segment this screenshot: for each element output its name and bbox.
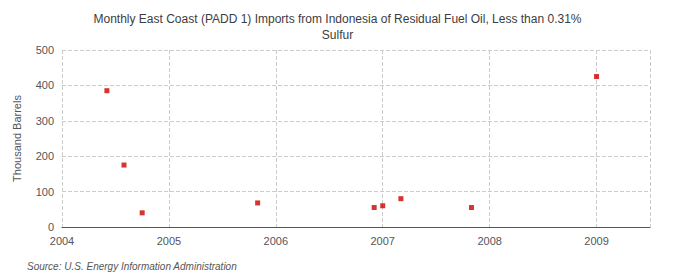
svg-text:2007: 2007 — [370, 235, 394, 247]
svg-text:400: 400 — [36, 79, 54, 91]
svg-text:Monthly East Coast (PADD 1) Im: Monthly East Coast (PADD 1) Imports from… — [94, 12, 582, 26]
svg-text:0: 0 — [48, 221, 54, 233]
svg-text:Thousand Barrels: Thousand Barrels — [11, 95, 23, 182]
svg-text:300: 300 — [36, 115, 54, 127]
svg-text:Sulfur: Sulfur — [322, 28, 353, 42]
svg-text:Source: U.S. Energy Informatio: Source: U.S. Energy Information Administ… — [27, 261, 237, 272]
svg-text:500: 500 — [36, 44, 54, 56]
svg-text:100: 100 — [36, 186, 54, 198]
svg-text:2004: 2004 — [50, 235, 74, 247]
svg-text:2005: 2005 — [157, 235, 181, 247]
svg-text:2008: 2008 — [477, 235, 501, 247]
svg-text:2009: 2009 — [584, 235, 608, 247]
svg-text:200: 200 — [36, 150, 54, 162]
svg-text:2006: 2006 — [264, 235, 288, 247]
